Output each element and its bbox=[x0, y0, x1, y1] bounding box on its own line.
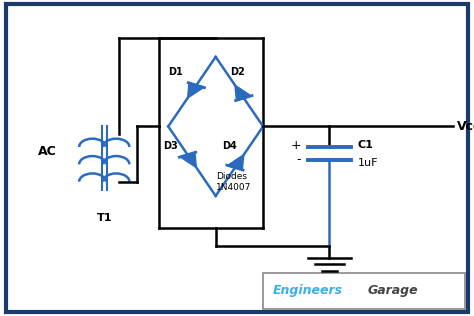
FancyBboxPatch shape bbox=[263, 273, 465, 309]
Text: -: - bbox=[297, 153, 301, 166]
Text: +: + bbox=[291, 139, 301, 152]
Text: Garage: Garage bbox=[367, 284, 418, 297]
Text: Vcc: Vcc bbox=[457, 120, 474, 133]
Text: AC: AC bbox=[38, 145, 57, 158]
Text: 1uF: 1uF bbox=[358, 158, 378, 168]
Text: D1: D1 bbox=[168, 67, 183, 77]
Text: Engineers: Engineers bbox=[273, 284, 343, 297]
Text: T1: T1 bbox=[97, 213, 112, 223]
Text: D2: D2 bbox=[230, 67, 245, 77]
Polygon shape bbox=[180, 152, 196, 167]
Polygon shape bbox=[188, 83, 204, 98]
Polygon shape bbox=[235, 85, 251, 100]
Text: Diodes
1N4007: Diodes 1N4007 bbox=[216, 172, 251, 191]
FancyBboxPatch shape bbox=[6, 4, 468, 312]
Text: D3: D3 bbox=[164, 141, 178, 151]
Polygon shape bbox=[228, 155, 244, 170]
Text: C1: C1 bbox=[358, 140, 374, 150]
Text: D4: D4 bbox=[222, 141, 237, 151]
